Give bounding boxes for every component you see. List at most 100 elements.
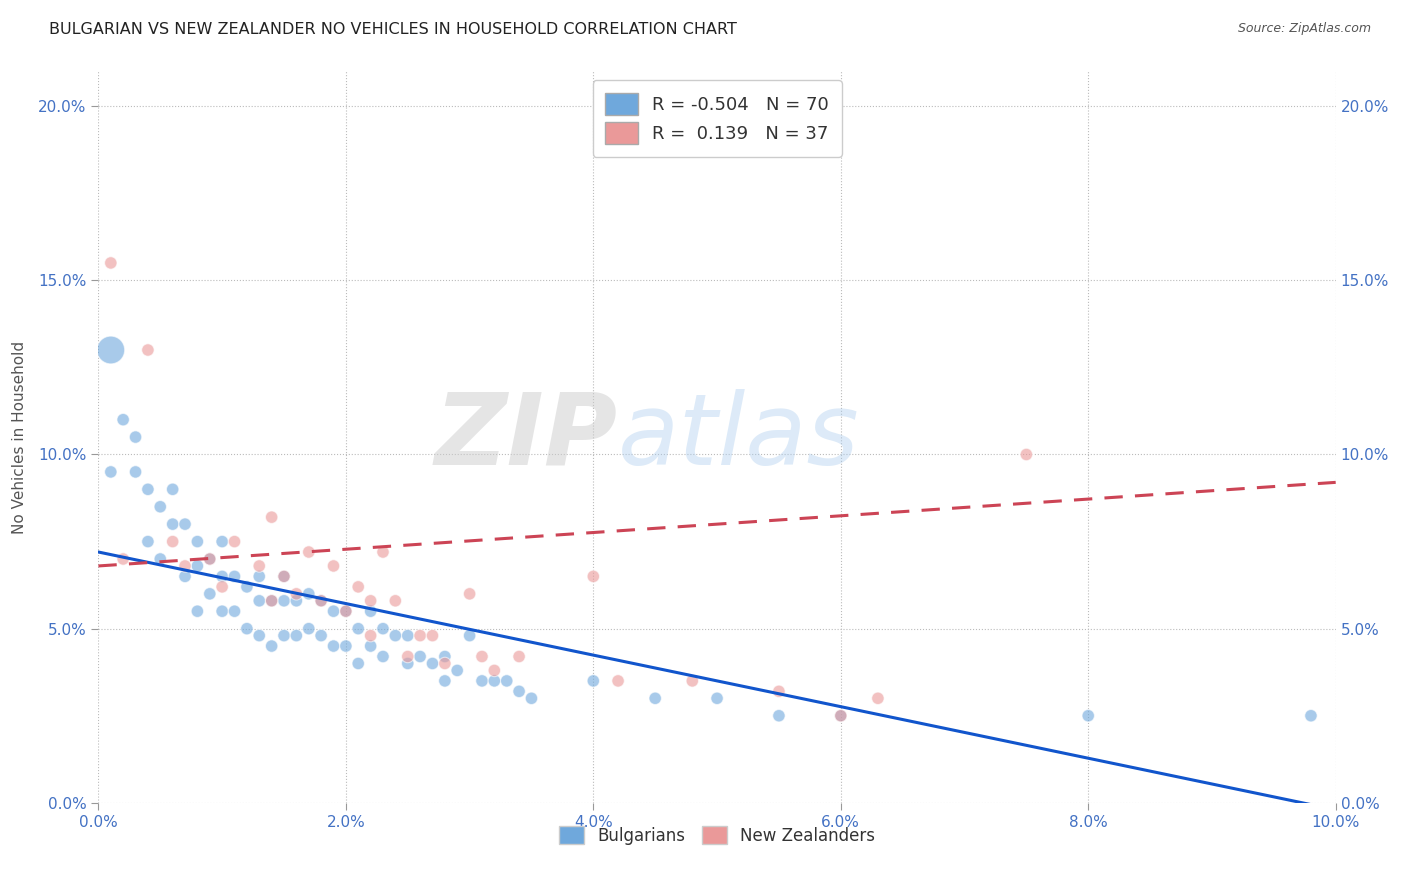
Point [285, 629, 308, 643]
Point [285, 587, 308, 601]
Point [433, 657, 456, 671]
Point [136, 534, 159, 549]
Point [174, 517, 197, 532]
Point [384, 594, 406, 608]
Point [273, 569, 295, 583]
Point [582, 673, 605, 688]
Point [162, 483, 184, 497]
Point [100, 256, 122, 270]
Point [508, 649, 530, 664]
Point [186, 558, 208, 573]
Point [198, 552, 221, 566]
Point [396, 657, 419, 671]
Point [422, 629, 444, 643]
Point [347, 580, 370, 594]
Point [433, 649, 456, 664]
Point [347, 622, 370, 636]
Point [471, 649, 494, 664]
Point [136, 483, 159, 497]
Point [830, 708, 852, 723]
Point [1015, 448, 1038, 462]
Point [644, 691, 666, 706]
Point [309, 629, 332, 643]
Point [273, 629, 295, 643]
Point [335, 639, 357, 653]
Point [1077, 708, 1099, 723]
Point [124, 465, 146, 479]
Point [285, 594, 308, 608]
Text: BULGARIAN VS NEW ZEALANDER NO VEHICLES IN HOUSEHOLD CORRELATION CHART: BULGARIAN VS NEW ZEALANDER NO VEHICLES I… [49, 22, 737, 37]
Point [124, 430, 146, 444]
Point [484, 673, 506, 688]
Point [433, 673, 456, 688]
Point [508, 684, 530, 698]
Point [471, 673, 494, 688]
Point [198, 552, 221, 566]
Point [384, 629, 406, 643]
Point [211, 604, 233, 618]
Point [495, 673, 517, 688]
Legend: Bulgarians, New Zealanders: Bulgarians, New Zealanders [551, 818, 883, 853]
Point [298, 587, 321, 601]
Point [335, 604, 357, 618]
Point [409, 629, 432, 643]
Point [136, 343, 159, 357]
Point [309, 594, 332, 608]
Point [211, 580, 233, 594]
Point [458, 587, 481, 601]
Point [360, 639, 382, 653]
Point [247, 629, 270, 643]
Point [247, 594, 270, 608]
Point [273, 594, 295, 608]
Point [224, 534, 246, 549]
Point [224, 569, 246, 583]
Point [830, 708, 852, 723]
Point [520, 691, 543, 706]
Point [162, 534, 184, 549]
Point [112, 552, 135, 566]
Point [224, 604, 246, 618]
Point [100, 465, 122, 479]
Point [186, 534, 208, 549]
Point [681, 673, 703, 688]
Point [149, 500, 172, 514]
Point [309, 594, 332, 608]
Point [322, 604, 344, 618]
Y-axis label: No Vehicles in Household: No Vehicles in Household [13, 341, 27, 533]
Point [174, 569, 197, 583]
Text: atlas: atlas [619, 389, 859, 485]
Point [409, 649, 432, 664]
Point [236, 622, 259, 636]
Point [1299, 708, 1322, 723]
Point [236, 580, 259, 594]
Text: ZIP: ZIP [434, 389, 619, 485]
Point [371, 622, 394, 636]
Point [396, 629, 419, 643]
Point [371, 649, 394, 664]
Point [211, 534, 233, 549]
Point [298, 622, 321, 636]
Point [112, 412, 135, 426]
Point [607, 673, 630, 688]
Point [322, 558, 344, 573]
Point [335, 604, 357, 618]
Point [360, 629, 382, 643]
Point [371, 545, 394, 559]
Point [247, 558, 270, 573]
Point [211, 569, 233, 583]
Text: Source: ZipAtlas.com: Source: ZipAtlas.com [1237, 22, 1371, 36]
Point [186, 604, 208, 618]
Point [149, 552, 172, 566]
Point [260, 639, 283, 653]
Point [360, 604, 382, 618]
Point [260, 510, 283, 524]
Point [273, 569, 295, 583]
Point [582, 569, 605, 583]
Point [198, 587, 221, 601]
Point [768, 708, 790, 723]
Point [396, 649, 419, 664]
Point [866, 691, 889, 706]
Point [458, 629, 481, 643]
Point [162, 517, 184, 532]
Point [247, 569, 270, 583]
